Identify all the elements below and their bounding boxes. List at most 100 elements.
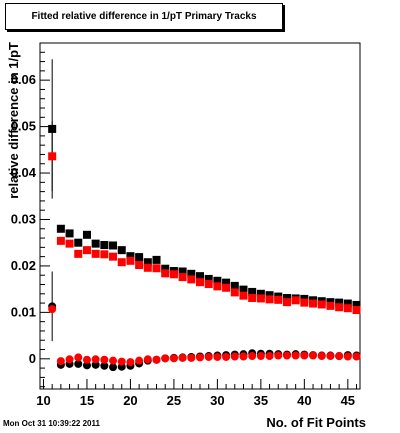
- data-point-square: [135, 253, 144, 262]
- data-point-square: [213, 282, 222, 291]
- data-point-circle: [222, 352, 231, 361]
- x-tick-label: 30: [210, 393, 224, 408]
- data-point-square: [256, 289, 265, 298]
- data-point-circle: [335, 352, 344, 361]
- x-tick-label: 10: [36, 393, 50, 408]
- data-point-square: [343, 304, 352, 313]
- data-point-circle: [343, 352, 352, 361]
- x-tick-label: 45: [341, 393, 355, 408]
- data-point-square: [100, 250, 109, 259]
- data-point-circle: [326, 352, 335, 361]
- data-point-circle: [274, 351, 283, 360]
- data-point-square: [143, 258, 152, 267]
- timestamp: Mon Oct 31 10:39:22 2011: [3, 419, 100, 428]
- data-point-circle: [135, 356, 144, 365]
- data-point-circle: [126, 358, 135, 367]
- data-point-circle: [169, 354, 178, 363]
- data-point-square: [56, 224, 65, 233]
- data-point-square: [48, 152, 57, 161]
- data-point-square: [82, 230, 91, 239]
- data-point-square: [222, 283, 231, 292]
- x-tick-label: 35: [254, 393, 268, 408]
- data-point-square: [169, 270, 178, 279]
- y-tick-label: 0: [29, 351, 36, 366]
- data-point-circle: [178, 353, 187, 362]
- data-point-square: [230, 288, 239, 297]
- data-point-square: [56, 236, 65, 245]
- data-point-circle: [352, 352, 361, 361]
- data-point-square: [117, 246, 126, 255]
- data-point-square: [352, 306, 361, 315]
- data-point-square: [135, 260, 144, 269]
- y-tick-label: 0.04: [11, 165, 37, 180]
- data-point-circle: [56, 357, 65, 366]
- data-point-circle: [100, 355, 109, 364]
- data-point-square: [178, 267, 187, 276]
- data-point-circle: [161, 354, 170, 363]
- data-point-circle: [291, 351, 300, 360]
- data-point-square: [204, 280, 213, 289]
- data-point-square: [265, 291, 274, 300]
- data-point-square: [161, 269, 170, 278]
- data-point-square: [109, 252, 118, 261]
- data-point-circle: [109, 363, 118, 372]
- data-point-square: [317, 300, 326, 309]
- data-point-square: [213, 276, 222, 285]
- data-point-square: [65, 239, 74, 248]
- data-point-square: [178, 273, 187, 282]
- data-point-square: [335, 303, 344, 312]
- data-point-square: [282, 298, 291, 307]
- data-point-circle: [204, 352, 213, 361]
- data-point-square: [126, 252, 135, 261]
- data-point-square: [256, 294, 265, 303]
- data-point-square: [126, 256, 135, 265]
- data-point-square: [65, 229, 74, 238]
- plot-frame: [39, 42, 361, 390]
- data-point-square: [187, 269, 196, 278]
- data-point-circle: [91, 355, 100, 364]
- chart-title: Fitted relative difference in 1/pT Prima…: [5, 3, 283, 30]
- data-point-circle: [239, 352, 248, 361]
- data-point-circle: [117, 357, 126, 366]
- data-point-circle: [109, 356, 118, 365]
- data-point-circle: [91, 360, 100, 369]
- data-point-circle: [213, 352, 222, 361]
- data-point-square: [282, 293, 291, 302]
- y-tick-label: 0.06: [11, 72, 36, 87]
- data-point-square: [117, 258, 126, 267]
- data-point-square: [248, 287, 257, 296]
- data-point-square: [100, 241, 109, 250]
- y-tick-label: 0.03: [11, 211, 36, 226]
- data-point-square: [82, 246, 91, 255]
- data-point-square: [326, 301, 335, 310]
- data-point-square: [291, 296, 300, 305]
- y-tick-label: 0.01: [11, 304, 36, 319]
- data-point-square: [91, 249, 100, 258]
- data-point-square: [230, 281, 239, 290]
- data-point-square: [74, 238, 83, 247]
- data-point-square: [196, 272, 204, 281]
- data-point-square: [109, 241, 118, 250]
- data-point-square: [309, 299, 318, 308]
- data-point-square: [265, 295, 274, 304]
- x-tick-label: 20: [123, 393, 137, 408]
- data-point-square: [152, 255, 161, 264]
- data-point-circle: [48, 305, 57, 314]
- data-point-square: [274, 295, 283, 304]
- data-point-circle: [100, 361, 109, 370]
- y-tick-label: 0.05: [11, 119, 36, 134]
- data-point-circle: [65, 355, 74, 364]
- data-point-square: [248, 293, 257, 302]
- data-point-circle: [300, 351, 309, 360]
- data-point-circle: [317, 352, 326, 361]
- data-point-square: [239, 285, 248, 294]
- x-axis-title: No. of Fit Points: [266, 415, 366, 430]
- data-point-square: [196, 278, 204, 287]
- x-tick-label: 25: [167, 393, 181, 408]
- data-point-circle: [152, 355, 161, 364]
- data-point-square: [204, 274, 213, 283]
- data-point-square: [335, 298, 344, 307]
- y-axis-title: relative difference in 1/pT: [6, 42, 21, 199]
- data-point-circle: [256, 352, 265, 361]
